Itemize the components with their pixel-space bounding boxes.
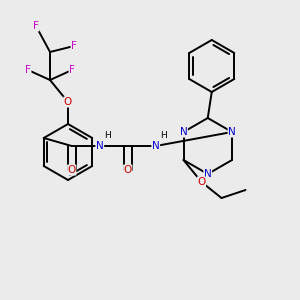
Text: O: O: [124, 165, 132, 175]
Text: N: N: [204, 169, 212, 179]
Text: N: N: [152, 141, 160, 151]
Text: F: F: [71, 41, 77, 51]
Text: H: H: [160, 131, 167, 140]
Text: F: F: [33, 21, 39, 31]
Text: H: H: [104, 131, 111, 140]
Text: N: N: [96, 141, 103, 151]
Text: F: F: [25, 65, 31, 75]
Text: F: F: [69, 65, 75, 75]
Text: N: N: [180, 127, 188, 137]
Text: O: O: [64, 97, 72, 107]
Text: N: N: [228, 127, 236, 137]
Text: O: O: [68, 165, 76, 175]
Text: O: O: [197, 177, 206, 187]
